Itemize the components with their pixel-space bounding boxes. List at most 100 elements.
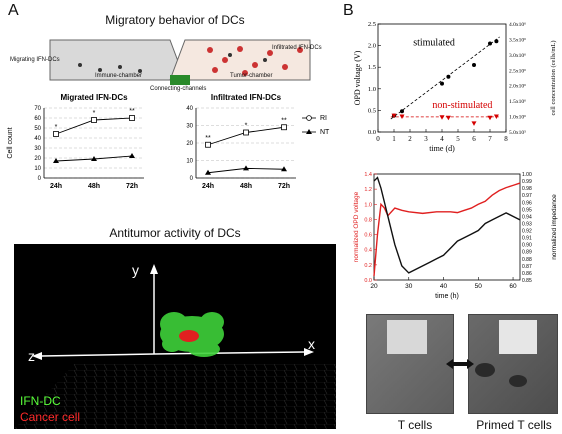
- y-tick-label: 40: [34, 136, 41, 142]
- stimulated-point: [440, 81, 444, 86]
- stimulated-point: [488, 41, 492, 46]
- y-right-tick-label: 0.85: [522, 278, 532, 284]
- chart-title: Migrated IFN-DCs: [60, 93, 128, 102]
- legend-ifn-dc: IFN-DC: [20, 394, 61, 408]
- significance-mark: **: [281, 117, 287, 124]
- panel-label-a: A: [8, 2, 19, 19]
- data-point-NT: [53, 158, 59, 163]
- y-right-tick-label: 1.5x10⁶: [509, 99, 526, 105]
- y-tick-label: 0.0: [368, 129, 376, 136]
- data-point-NT: [243, 165, 249, 171]
- data-point-RI: [91, 117, 97, 123]
- y-right-tick-label: 3.0x10⁶: [509, 53, 526, 59]
- data-point-RI: [53, 131, 59, 137]
- render-3d-panel: y x z IFN-DC Cancer cell: [14, 244, 336, 429]
- render-3d-svg: [14, 264, 336, 429]
- non-stimulated-point: [493, 114, 499, 119]
- legend-label-ri: RI: [320, 115, 327, 122]
- y-right-tick-label: 0.98: [522, 186, 532, 192]
- y-tick-label: 1.4: [364, 172, 372, 178]
- significance-mark: *: [245, 123, 248, 130]
- y-tick-label: 0: [38, 176, 42, 182]
- opd-impedance-chart: 20 30 40 50 600.00.20.40.60.81.01.21.40.850.…: [353, 172, 558, 300]
- x-tick-label: 8: [504, 135, 508, 143]
- x-tick-label: 5: [456, 135, 460, 143]
- y-right-tick-label: 0.96: [522, 200, 532, 206]
- y-tick-label: 0.6: [364, 233, 372, 239]
- y-right-tick-label: 0.91: [522, 236, 532, 242]
- x-axis-label: time (d): [429, 144, 455, 153]
- significance-mark: **: [129, 108, 135, 115]
- y-right-tick-label: 0.89: [522, 250, 532, 256]
- immune-chamber-label: Immune-chamber: [95, 73, 143, 79]
- non-stimulated-point: [399, 114, 405, 119]
- x-tick-label: 72h: [126, 183, 138, 190]
- legend-marker-ri: [306, 115, 312, 121]
- y-tick-label: 1.0: [364, 202, 372, 208]
- y-right-tick-label: 0.90: [522, 243, 532, 249]
- data-point-NT: [281, 166, 287, 172]
- x-tick-label: 0: [376, 135, 380, 143]
- x-tick-label: 60: [509, 283, 517, 290]
- x-tick-label: 48h: [88, 183, 100, 190]
- stimulated-point: [400, 109, 404, 114]
- y-right-tick-label: 0.95: [522, 207, 532, 213]
- y-tick-label: 0.8: [364, 217, 372, 223]
- y-tick-label: 0: [190, 176, 194, 182]
- axis-y-label: y: [132, 262, 139, 278]
- data-point-NT: [205, 169, 211, 175]
- x-tick-label: 50: [475, 283, 483, 290]
- y-right-tick-label: 5.0x10⁵: [509, 130, 526, 136]
- axis-z-label: z: [28, 348, 35, 364]
- y-right-tick-label: 1.00: [522, 172, 532, 178]
- connecting-label: Connecting-channels: [150, 86, 207, 92]
- y-tick-label: 1.2: [364, 187, 372, 193]
- axis-x-label: x: [308, 336, 315, 352]
- y-tick-label: 2.5: [368, 21, 376, 28]
- data-point-RI: [243, 129, 249, 136]
- series-line-impedance: [373, 176, 521, 274]
- y-tick-label: 0.0: [364, 278, 372, 284]
- y-right-axis-label: normalized impedance: [551, 194, 558, 260]
- y-right-tick-label: 0.86: [522, 271, 532, 277]
- y-right-tick-label: 2.0x10⁶: [509, 84, 526, 90]
- y-tick-label: 1.0: [368, 86, 376, 93]
- cell-cluster: [509, 375, 527, 387]
- y-tick-label: 30: [34, 146, 41, 152]
- x-tick-label: 24h: [202, 183, 214, 190]
- micrograph-primed-t-cells: [468, 314, 558, 414]
- caption-t-cells: T cells: [397, 418, 433, 432]
- antitumor-title: Antitumor activity of DCs: [109, 226, 241, 240]
- micrograph-inset-t: [387, 320, 427, 354]
- y-tick-label: 0.5: [368, 107, 376, 114]
- migration-charts: Migrated IFN-DCs 0 10 20 30 40 50 60 70 24h 48h 72h…: [7, 93, 330, 190]
- comparison-arrow: [446, 356, 474, 369]
- y-tick-label: 0.4: [364, 248, 372, 254]
- opd-scatter-chart: 0 1 2 3 4 5 6 7 8 0.0 0.5 1.0 1.5 2.0 2.5 5.0x10⁵ 1.0x10…: [353, 21, 557, 153]
- migrating-label: Migrating IFN-DCs: [10, 57, 60, 63]
- tumor-chamber-label: Tumor-chamber: [230, 73, 273, 79]
- legend-cancer-cell: Cancer cell: [20, 410, 81, 424]
- y-tick-label: 40: [186, 106, 193, 112]
- legend-marker-nt: [306, 129, 312, 134]
- data-point-RI: [281, 124, 287, 131]
- y-axis-label: Cell count: [7, 127, 14, 158]
- data-point-NT: [129, 153, 135, 158]
- significance-mark: *: [93, 110, 96, 117]
- x-tick-label: 1: [392, 135, 396, 143]
- y-axis-label: normalized OPD voltage: [353, 191, 360, 262]
- x-tick-label: 48h: [240, 183, 252, 190]
- y-tick-label: 0.2: [364, 263, 372, 269]
- y-tick-label: 30: [186, 124, 193, 130]
- y-tick-label: 70: [34, 106, 41, 112]
- stimulated-point: [472, 63, 476, 68]
- data-point-RI: [129, 115, 135, 121]
- y-right-tick-label: 0.97: [522, 193, 532, 199]
- stimulated-point: [494, 39, 499, 44]
- significance-mark: *: [55, 124, 58, 131]
- y-tick-label: 2.0: [368, 43, 376, 50]
- y-tick-label: 20: [186, 141, 193, 147]
- significance-mark: **: [205, 135, 211, 142]
- stimulated-label: stimulated: [413, 38, 455, 49]
- x-tick-label: 4: [440, 135, 444, 143]
